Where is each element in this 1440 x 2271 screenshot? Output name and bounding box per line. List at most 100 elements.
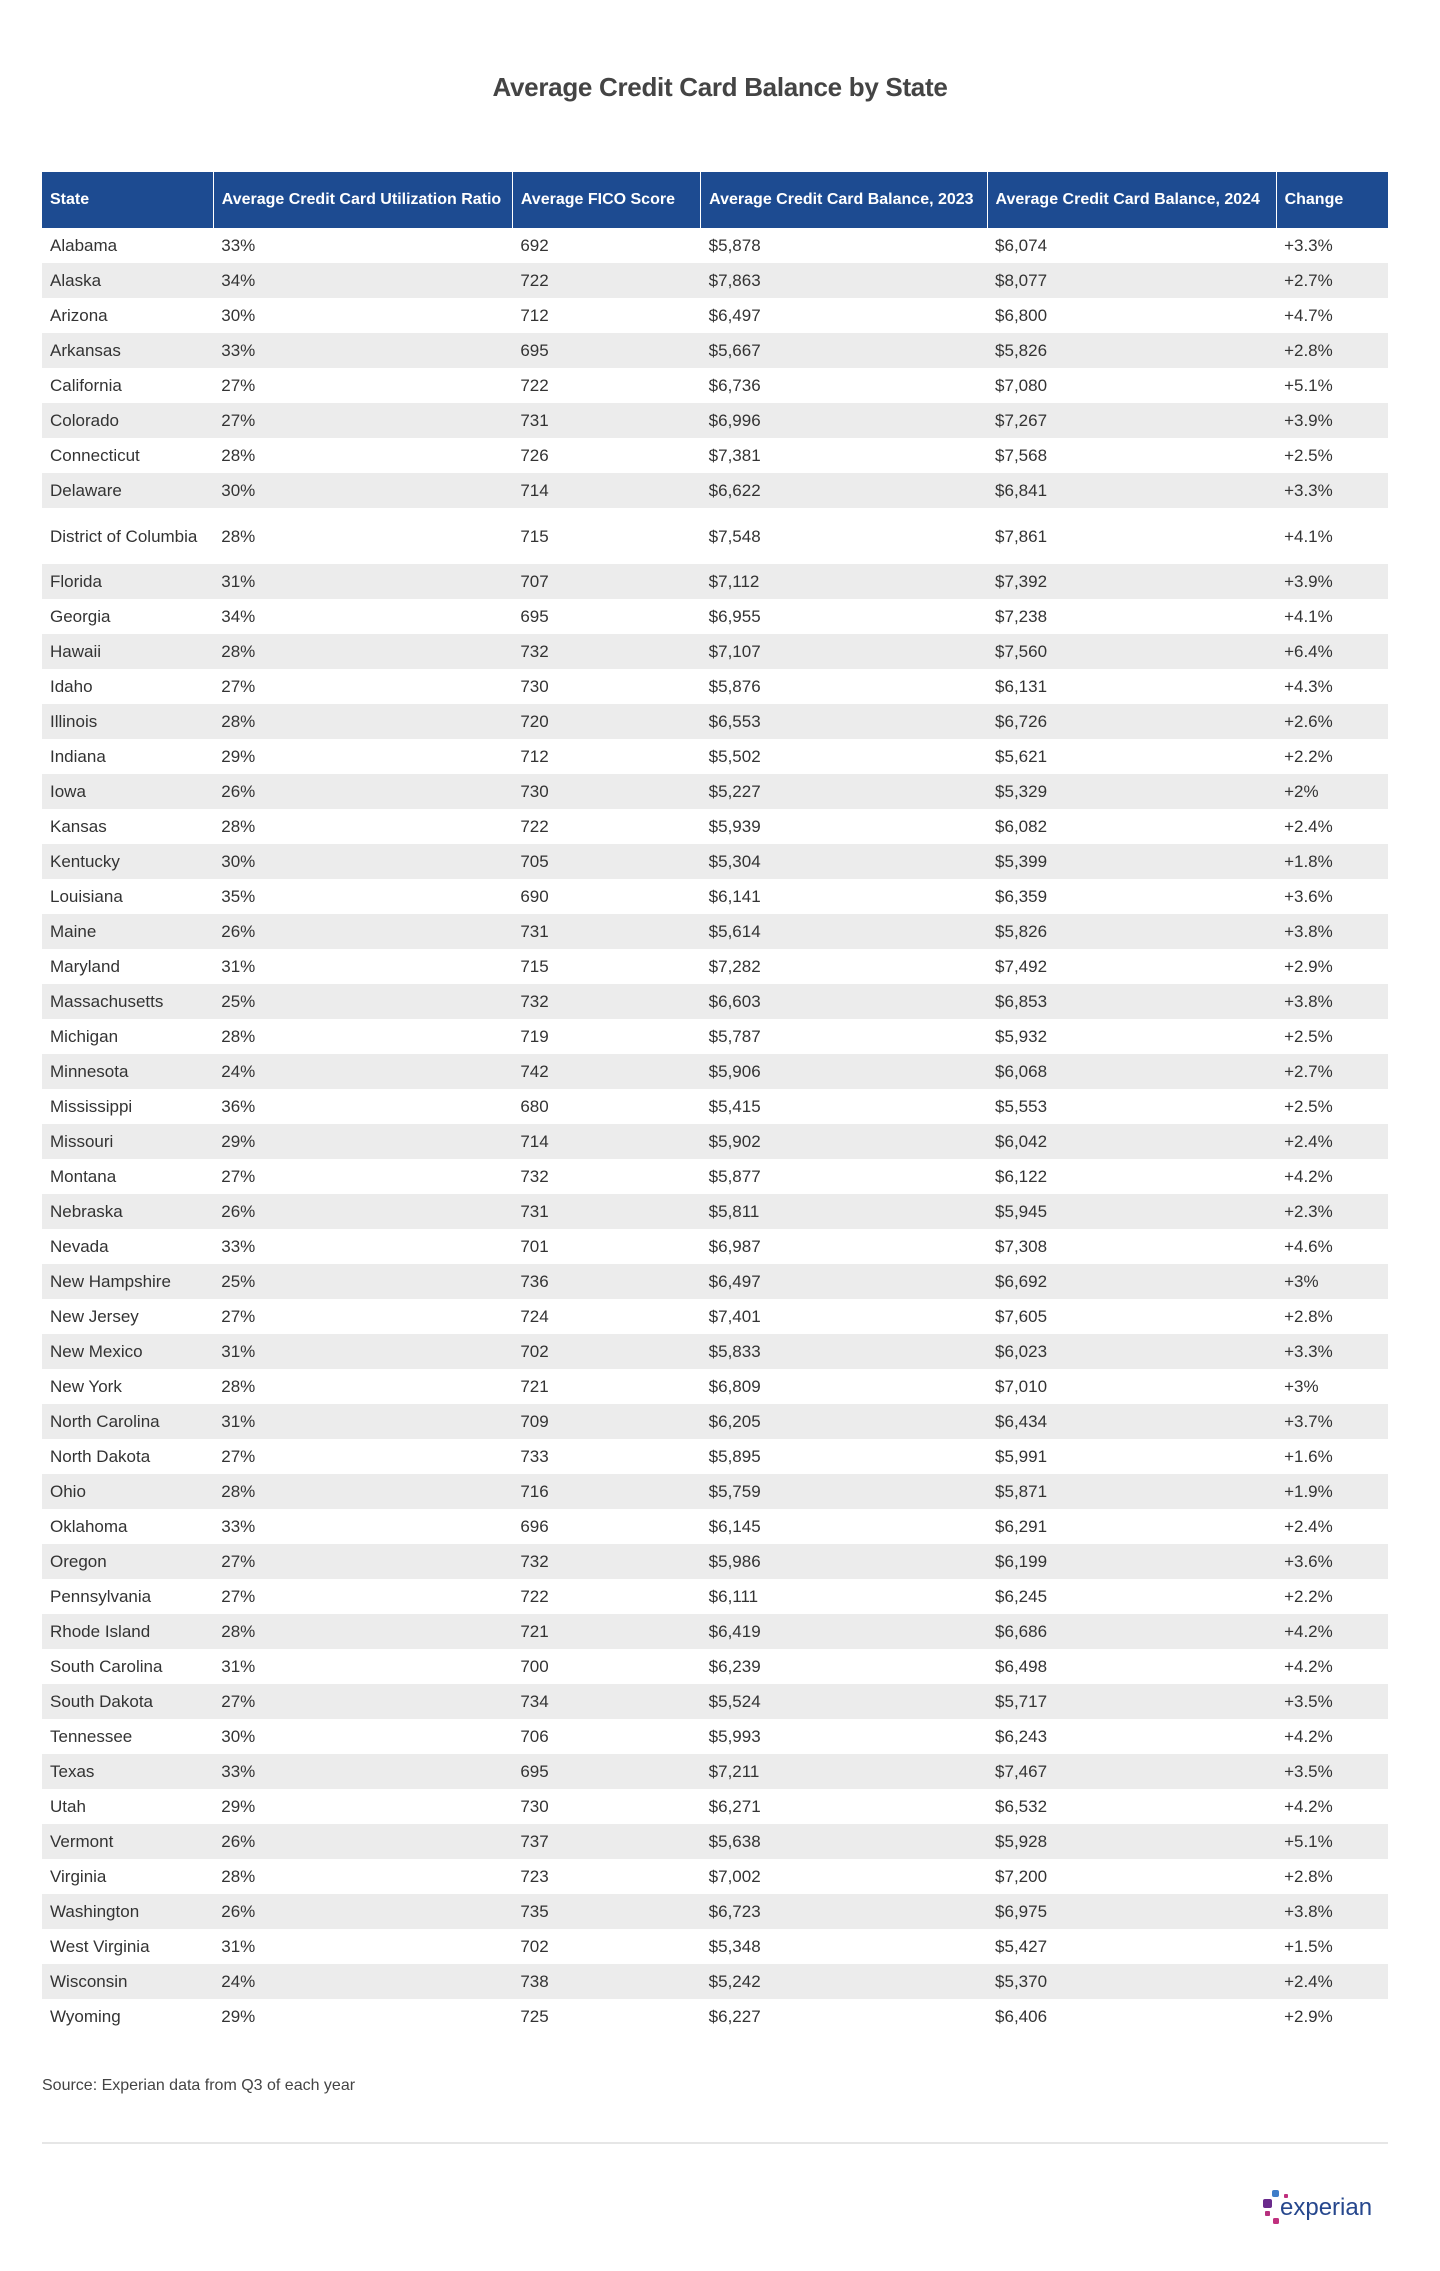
table-cell: 714: [512, 1124, 701, 1159]
table-row: Kentucky 30% 705 $5,304 $5,399 +1.8%: [42, 844, 1388, 879]
table-cell: 730: [512, 774, 701, 809]
table-cell: $7,861: [995, 526, 1048, 546]
table-row: Maryland 31% 715 $7,282 $7,492 +2.9%: [42, 949, 1388, 984]
table-cell: 31%: [221, 957, 256, 976]
table-cell: $6,023: [987, 1334, 1277, 1369]
table-cell: +6.4%: [1276, 634, 1388, 669]
table-row: District of Columbia 28% 715 $7,548 $7,861 +4…: [42, 508, 1388, 564]
table-row: Oregon 27% 732 $5,986 $6,199 +3.6%: [42, 1544, 1388, 1579]
table-cell: Arkansas: [42, 333, 214, 368]
table-row: Ohio 28% 716 $5,759 $5,871 +1.9%: [42, 1474, 1388, 1509]
table-cell: $5,833: [700, 1334, 988, 1369]
table-cell: New Mexico: [42, 1334, 214, 1369]
table-cell: Nevada: [50, 1237, 109, 1256]
table-cell: +2.7%: [1276, 1054, 1388, 1089]
table-row: Pennsylvania 27% 722 $6,111 $6,245 +2.2%: [42, 1579, 1388, 1614]
table-cell: 27%: [221, 376, 256, 395]
table-cell: +2.4%: [1284, 1517, 1333, 1536]
table-cell: $5,878: [708, 236, 761, 255]
table-cell: 33%: [221, 1517, 256, 1536]
table-cell: $7,863: [700, 263, 988, 298]
table-row: Louisiana 35% 690 $6,141 $6,359 +3.6%: [42, 879, 1388, 914]
table-cell: Alaska: [42, 263, 214, 298]
table-cell: 725: [520, 2007, 549, 2026]
table-cell: $6,068: [987, 1054, 1277, 1089]
table-cell: 696: [520, 1517, 549, 1536]
table-cell: +2.4%: [1284, 817, 1333, 836]
table-cell: $5,227: [700, 774, 988, 809]
table-cell: 30%: [213, 473, 513, 508]
table-cell: 695: [520, 607, 549, 626]
table-cell: 27%: [221, 1587, 256, 1606]
table-row: Mississippi 36% 680 $5,415 $5,553 +2.5%: [42, 1089, 1388, 1124]
table-cell: $6,245: [995, 1587, 1048, 1606]
table-cell: +4.2%: [1284, 1167, 1333, 1186]
table-cell: 25%: [213, 984, 513, 1019]
table-cell: $6,800: [995, 306, 1048, 325]
table-row: Delaware 30% 714 $6,622 $6,841 +3.3%: [42, 473, 1388, 508]
table-cell: $5,621: [995, 747, 1048, 766]
table-cell: $6,622: [700, 473, 988, 508]
table-cell: 29%: [213, 1124, 513, 1159]
table-cell: $6,227: [708, 2007, 761, 2026]
table-cell: Ohio: [42, 1474, 214, 1509]
table-cell: $6,291: [995, 1517, 1048, 1536]
table-cell: +2.3%: [1276, 1194, 1388, 1229]
table-cell: $6,111: [708, 1587, 759, 1606]
table-cell: 30%: [213, 844, 513, 879]
table-row: Illinois 28% 720 $6,553 $6,726 +2.6%: [42, 704, 1388, 739]
table-cell: $7,568: [995, 446, 1048, 465]
table-cell: 731: [512, 914, 701, 949]
table-cell: $5,939: [708, 817, 761, 836]
table-cell: Rhode Island: [42, 1614, 214, 1649]
table-cell: +3.8%: [1276, 914, 1388, 949]
table-cell: 26%: [213, 914, 513, 949]
table-cell: +4.3%: [1284, 677, 1333, 696]
table-cell: $5,415: [708, 1097, 761, 1116]
table-cell: $7,238: [995, 607, 1048, 626]
table-cell: +2.8%: [1284, 1867, 1333, 1886]
table-cell: 731: [512, 1194, 701, 1229]
table-cell: $5,242: [700, 1964, 988, 1999]
table-cell: Georgia: [50, 607, 111, 626]
table-cell: 26%: [213, 774, 513, 809]
table-cell: $7,211: [700, 1754, 988, 1789]
table-row: Vermont 26% 737 $5,638 $5,928 +5.1%: [42, 1824, 1388, 1859]
table-cell: $6,736: [708, 376, 761, 395]
table-cell: 712: [520, 306, 549, 325]
table-cell: 34%: [213, 263, 513, 298]
table-cell: +2.8%: [1284, 1307, 1333, 1326]
table-cell: New Hampshire: [42, 1264, 214, 1299]
table-cell: 28%: [221, 1377, 256, 1396]
table-cell: Maine: [42, 914, 214, 949]
table-cell: Kentucky: [42, 844, 214, 879]
table-cell: Kansas: [50, 817, 107, 836]
table-cell: +3.9%: [1276, 564, 1388, 599]
table-cell: $5,348: [708, 1937, 761, 1956]
table-cell: $5,826: [987, 333, 1277, 368]
table-cell: $6,122: [995, 1167, 1048, 1186]
table-cell: 680: [520, 1097, 549, 1116]
table-cell: 702: [520, 1937, 549, 1956]
column-header: Average Credit Card Balance, 2024: [987, 172, 1277, 228]
table-row: Missouri 29% 714 $5,902 $6,042 +2.4%: [42, 1124, 1388, 1159]
table-cell: $6,532: [995, 1797, 1048, 1816]
table-cell: 27%: [213, 403, 513, 438]
table-cell: New Jersey: [50, 1307, 139, 1326]
table-cell: 28%: [221, 817, 256, 836]
table-cell: $6,853: [987, 984, 1277, 1019]
table-cell: 732: [512, 1544, 701, 1579]
table-cell: $5,993: [708, 1727, 761, 1746]
table-cell: Utah: [50, 1797, 86, 1816]
table-cell: +3.3%: [1276, 1334, 1388, 1369]
table-cell: 28%: [221, 1027, 256, 1046]
table-cell: Montana: [50, 1167, 117, 1186]
table-cell: +4.2%: [1284, 1727, 1333, 1746]
table-cell: 36%: [221, 1097, 256, 1116]
table-cell: $7,548: [708, 526, 761, 546]
table-row: Connecticut 28% 726 $7,381 $7,568 +2.5%: [42, 438, 1388, 473]
table-cell: $6,692: [987, 1264, 1277, 1299]
table-cell: +3.6%: [1284, 887, 1333, 906]
table-cell: 27%: [221, 1307, 256, 1326]
table-cell: $6,082: [995, 817, 1048, 836]
